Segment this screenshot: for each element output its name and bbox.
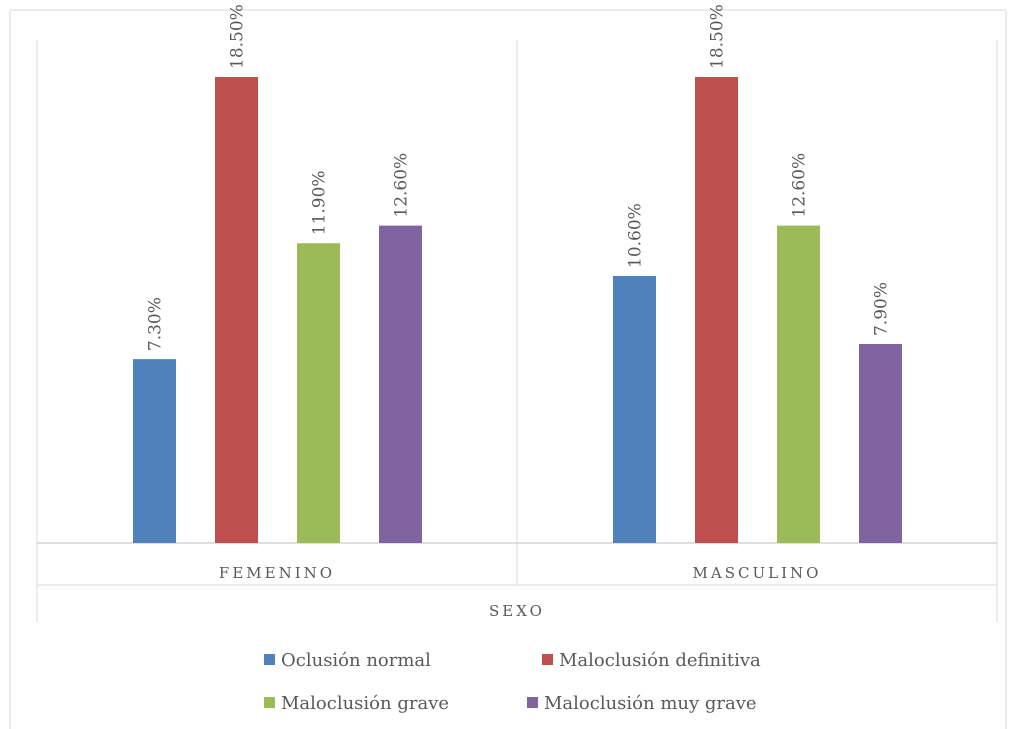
legend-swatch-maloclusion-definitiva [542, 654, 553, 665]
legend-swatch-maloclusion-grave [264, 697, 275, 708]
legend-label-oclusion-normal: Oclusión normal [281, 650, 431, 671]
data-label-masculino-maloclusion-muy-grave: 7.90% [872, 282, 892, 336]
category-label-masculino: MASCULINO [693, 564, 822, 582]
bar-masculino-oclusion-normal [613, 275, 656, 543]
bar-masculino-maloclusion-grave [777, 225, 820, 543]
value-labels-group: 7.30% 18.50% 11.90% 12.60% 10.60% 18.50% 12.60… [146, 4, 892, 351]
data-label-femenino-oclusion-normal: 7.30% [146, 297, 166, 351]
bar-femenino-oclusion-normal [133, 359, 176, 543]
data-label-femenino-maloclusion-definitiva: 18.50% [228, 4, 248, 69]
bar-femenino-maloclusion-muy-grave [379, 225, 422, 543]
legend: Oclusión normal Maloclusión definitiva M… [264, 650, 761, 714]
data-label-femenino-maloclusion-muy-grave: 12.60% [392, 153, 412, 218]
data-label-masculino-maloclusion-grave: 12.60% [790, 153, 810, 218]
bar-femenino-maloclusion-grave [297, 243, 340, 543]
legend-label-maloclusion-muy-grave: Maloclusión muy grave [544, 693, 757, 714]
chart-border [9, 9, 1007, 729]
legend-swatch-oclusion-normal [264, 654, 275, 665]
legend-label-maloclusion-definitiva: Maloclusión definitiva [559, 650, 761, 671]
bars-group [133, 77, 902, 543]
data-label-masculino-oclusion-normal: 10.60% [626, 203, 646, 268]
bar-femenino-maloclusion-definitiva [215, 77, 258, 543]
bar-masculino-maloclusion-definitiva [695, 77, 738, 543]
data-label-femenino-maloclusion-grave: 11.90% [310, 170, 330, 235]
data-label-masculino-maloclusion-definitiva: 18.50% [708, 4, 728, 69]
legend-swatch-maloclusion-muy-grave [527, 697, 538, 708]
bar-masculino-maloclusion-muy-grave [859, 344, 902, 543]
category-label-femenino: FEMENINO [219, 564, 335, 582]
legend-label-maloclusion-grave: Maloclusión grave [281, 693, 449, 714]
axis-title-sexo: SEXO [489, 602, 545, 620]
